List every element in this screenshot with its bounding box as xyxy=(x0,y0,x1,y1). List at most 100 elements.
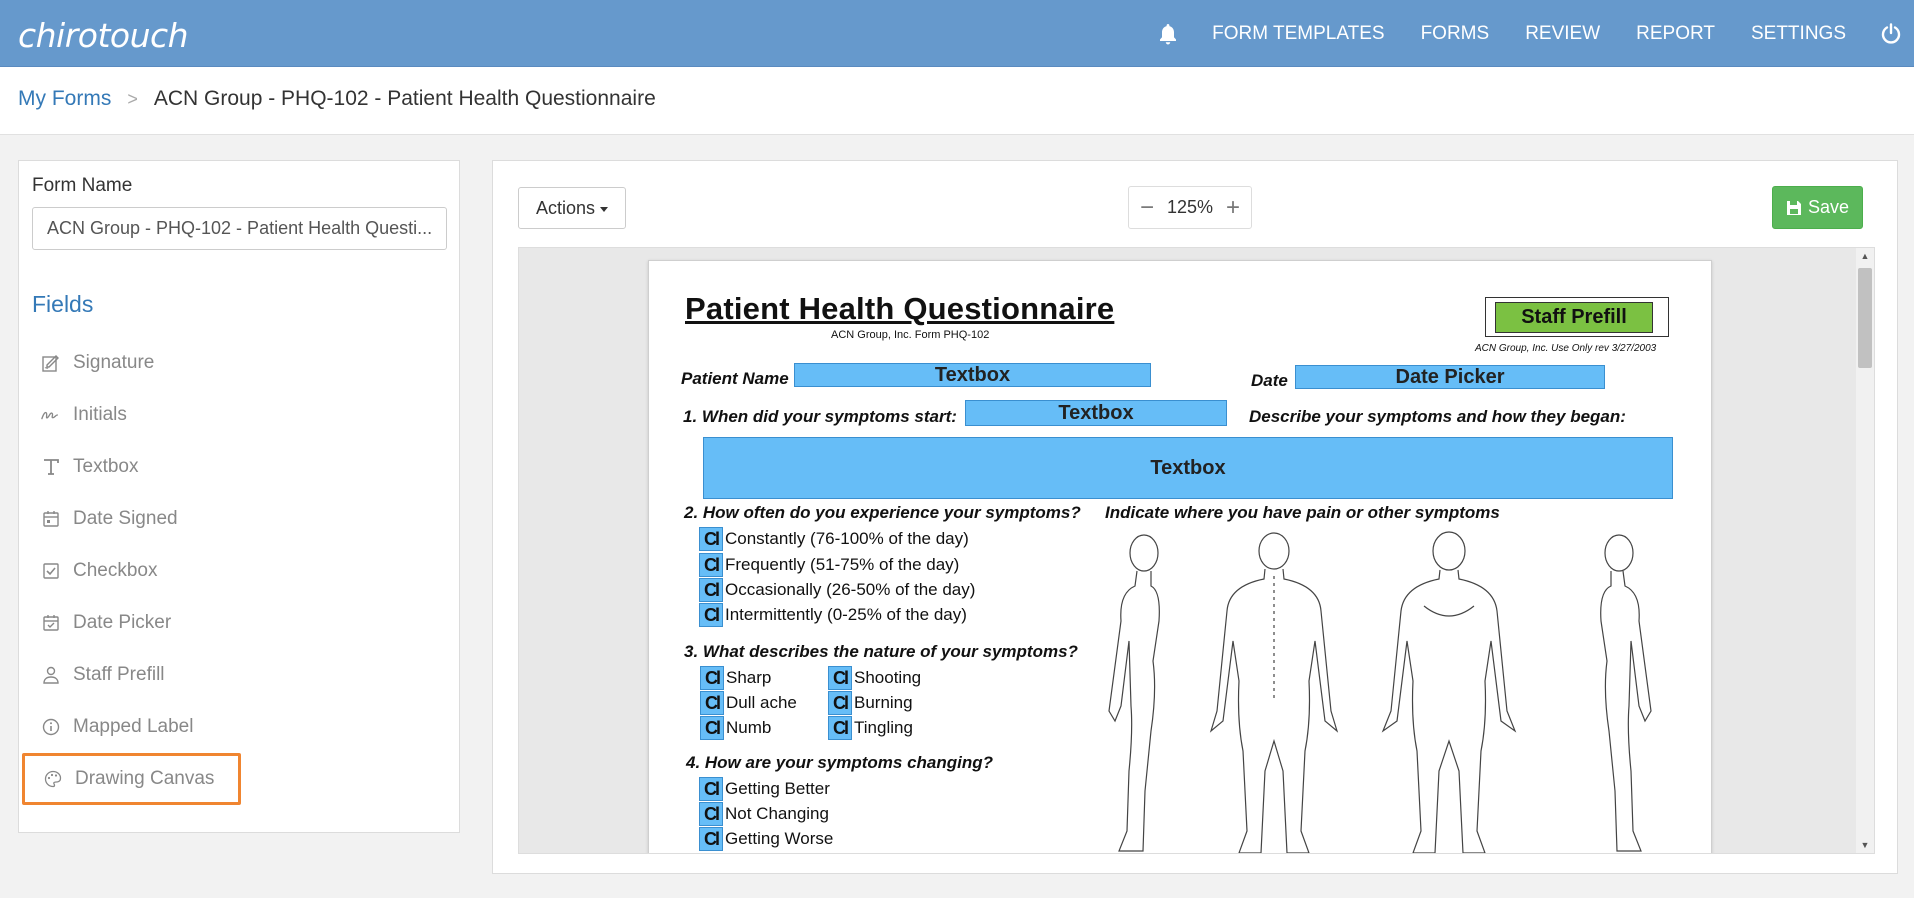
checkbox-field[interactable]: Cl xyxy=(699,578,723,602)
top-navbar: chirotouch FORM TEMPLATES FORMS REVIEW R… xyxy=(0,0,1914,67)
form-name-label: Form Name xyxy=(32,175,133,196)
bell-icon[interactable] xyxy=(1158,23,1178,45)
checkbox-field[interactable]: Cl xyxy=(700,666,724,690)
option-label: Dull ache xyxy=(726,693,797,712)
checkbox-field[interactable]: Cl xyxy=(828,691,852,715)
form-name-input[interactable] xyxy=(32,207,447,250)
breadcrumb-separator: > xyxy=(127,88,138,109)
field-checkbox[interactable]: Checkbox xyxy=(41,554,158,588)
symptom-start-textbox[interactable]: Textbox xyxy=(965,400,1227,426)
body-front-figure xyxy=(1381,531,1517,853)
field-staff-prefill[interactable]: Staff Prefill xyxy=(41,658,165,692)
nav-settings[interactable]: SETTINGS xyxy=(1750,22,1846,44)
option-label: Numb xyxy=(726,718,772,737)
nav-review[interactable]: REVIEW xyxy=(1525,22,1601,44)
option-label: Shooting xyxy=(854,668,922,687)
q3-option-numb[interactable]: Cl Numb xyxy=(700,716,771,740)
checkbox-field[interactable]: Cl xyxy=(700,691,724,715)
question-1b: Describe your symptoms and how they bega… xyxy=(1249,407,1626,426)
form-editor-panel: Actions − 125% + Save Patient Health Que… xyxy=(492,160,1898,874)
nav-forms[interactable]: FORMS xyxy=(1420,22,1490,44)
field-initials[interactable]: Initials xyxy=(41,398,127,432)
calendar-icon xyxy=(41,509,61,529)
save-label: Save xyxy=(1807,197,1850,217)
field-textbox[interactable]: Textbox xyxy=(41,450,138,484)
body-side-right-figure xyxy=(1600,534,1652,852)
field-mapped-label[interactable]: Mapped Label xyxy=(41,710,193,744)
fields-panel: Form Name Fields Signature Initials Text… xyxy=(18,160,460,833)
q4-option-not-changing[interactable]: Cl Not Changing xyxy=(699,802,829,826)
palette-icon xyxy=(43,769,63,789)
checkbox-field[interactable]: Cl xyxy=(699,827,723,851)
checkbox-field[interactable]: Cl xyxy=(699,553,723,577)
breadcrumb-current: ACN Group - PHQ-102 - Patient Health Que… xyxy=(153,87,656,110)
field-label: Signature xyxy=(73,352,155,373)
nav-report[interactable]: REPORT xyxy=(1636,22,1715,44)
describe-symptoms-textbox[interactable]: Textbox xyxy=(703,437,1673,499)
q3-option-shooting[interactable]: Cl Shooting xyxy=(828,666,921,690)
body-pain-diagram[interactable] xyxy=(1099,531,1699,854)
field-label: Staff Prefill xyxy=(73,664,165,685)
option-label: Occasionally (26-50% of the day) xyxy=(725,580,976,599)
checkbox-field[interactable]: Cl xyxy=(828,716,852,740)
actions-dropdown-button[interactable]: Actions xyxy=(518,187,626,229)
q2-option-frequently[interactable]: Cl Frequently (51-75% of the day) xyxy=(699,553,959,577)
checkbox-field[interactable]: Cl xyxy=(699,603,723,627)
field-date-picker[interactable]: Date Picker xyxy=(41,606,171,640)
question-2: 2. How often do you experience your symp… xyxy=(684,503,1081,522)
q2-option-occasionally[interactable]: Cl Occasionally (26-50% of the day) xyxy=(699,578,975,602)
field-label: Date Signed xyxy=(73,508,178,529)
scroll-up-arrow-icon[interactable]: ▲ xyxy=(1860,251,1870,261)
staff-prefill-field[interactable]: Staff Prefill xyxy=(1495,302,1653,333)
power-icon[interactable] xyxy=(1880,22,1902,45)
scroll-thumb[interactable] xyxy=(1858,268,1872,368)
q4-option-getting-worse[interactable]: Cl Getting Worse xyxy=(699,827,833,851)
checkbox-field[interactable]: Cl xyxy=(700,716,724,740)
floppy-disk-icon xyxy=(1786,200,1802,216)
signature-icon xyxy=(41,353,61,373)
field-signature[interactable]: Signature xyxy=(41,346,154,380)
field-label: Initials xyxy=(73,404,127,425)
actions-label: Actions xyxy=(535,197,596,218)
document-title: Patient Health Questionnaire xyxy=(685,291,1115,326)
zoom-out-button[interactable]: − xyxy=(1139,193,1154,221)
option-label: Getting Worse xyxy=(725,829,834,848)
field-drawing-canvas[interactable]: Drawing Canvas xyxy=(22,753,241,805)
date-picker-field[interactable]: Date Picker xyxy=(1295,365,1605,389)
question-4: 4. How are your symptoms changing? xyxy=(686,753,994,772)
q3-option-sharp[interactable]: Cl Sharp xyxy=(700,666,771,690)
option-label: Burning xyxy=(854,693,913,712)
save-button[interactable]: Save xyxy=(1772,186,1863,229)
q2-option-intermittently[interactable]: Cl Intermittently (0-25% of the day) xyxy=(699,603,967,627)
patient-name-textbox[interactable]: Textbox xyxy=(794,363,1151,387)
q3-option-burning[interactable]: Cl Burning xyxy=(828,691,913,715)
checkbox-field[interactable]: Cl xyxy=(699,802,723,826)
field-label: Drawing Canvas xyxy=(75,768,215,789)
field-label: Mapped Label xyxy=(73,716,194,737)
user-icon xyxy=(41,665,61,685)
zoom-in-button[interactable]: + xyxy=(1225,193,1240,221)
option-label: Getting Better xyxy=(725,779,830,798)
checkbox-field[interactable]: Cl xyxy=(699,527,723,551)
nav-form-templates[interactable]: FORM TEMPLATES xyxy=(1212,22,1385,44)
field-date-signed[interactable]: Date Signed xyxy=(41,502,178,536)
q3-option-dull-ache[interactable]: Cl Dull ache xyxy=(700,691,797,715)
scroll-down-arrow-icon[interactable]: ▼ xyxy=(1860,840,1870,850)
checkbox-field[interactable]: Cl xyxy=(828,666,852,690)
q2-option-constantly[interactable]: Cl Constantly (76-100% of the day) xyxy=(699,527,969,551)
document-subtitle: ACN Group, Inc. Form PHQ-102 xyxy=(831,329,990,341)
q3-option-tingling[interactable]: Cl Tingling xyxy=(828,716,913,740)
breadcrumb-my-forms[interactable]: My Forms xyxy=(18,87,112,110)
zoom-control: − 125% + xyxy=(1128,186,1252,229)
calendar-check-icon xyxy=(41,613,61,633)
app-logo[interactable]: chirotouch xyxy=(18,16,189,55)
checkbox-field[interactable]: Cl xyxy=(699,777,723,801)
option-label: Intermittently (0-25% of the day) xyxy=(725,605,967,624)
fields-title: Fields xyxy=(32,291,94,317)
checkbox-icon xyxy=(41,561,61,581)
q4-option-getting-better[interactable]: Cl Getting Better xyxy=(699,777,830,801)
canvas-scrollbar[interactable]: ▲ ▼ xyxy=(1856,248,1874,853)
form-canvas[interactable]: Patient Health Questionnaire ACN Group, … xyxy=(518,247,1875,854)
patient-name-label: Patient Name xyxy=(681,369,789,388)
document-use-note: ACN Group, Inc. Use Only rev 3/27/2003 xyxy=(1475,343,1657,354)
